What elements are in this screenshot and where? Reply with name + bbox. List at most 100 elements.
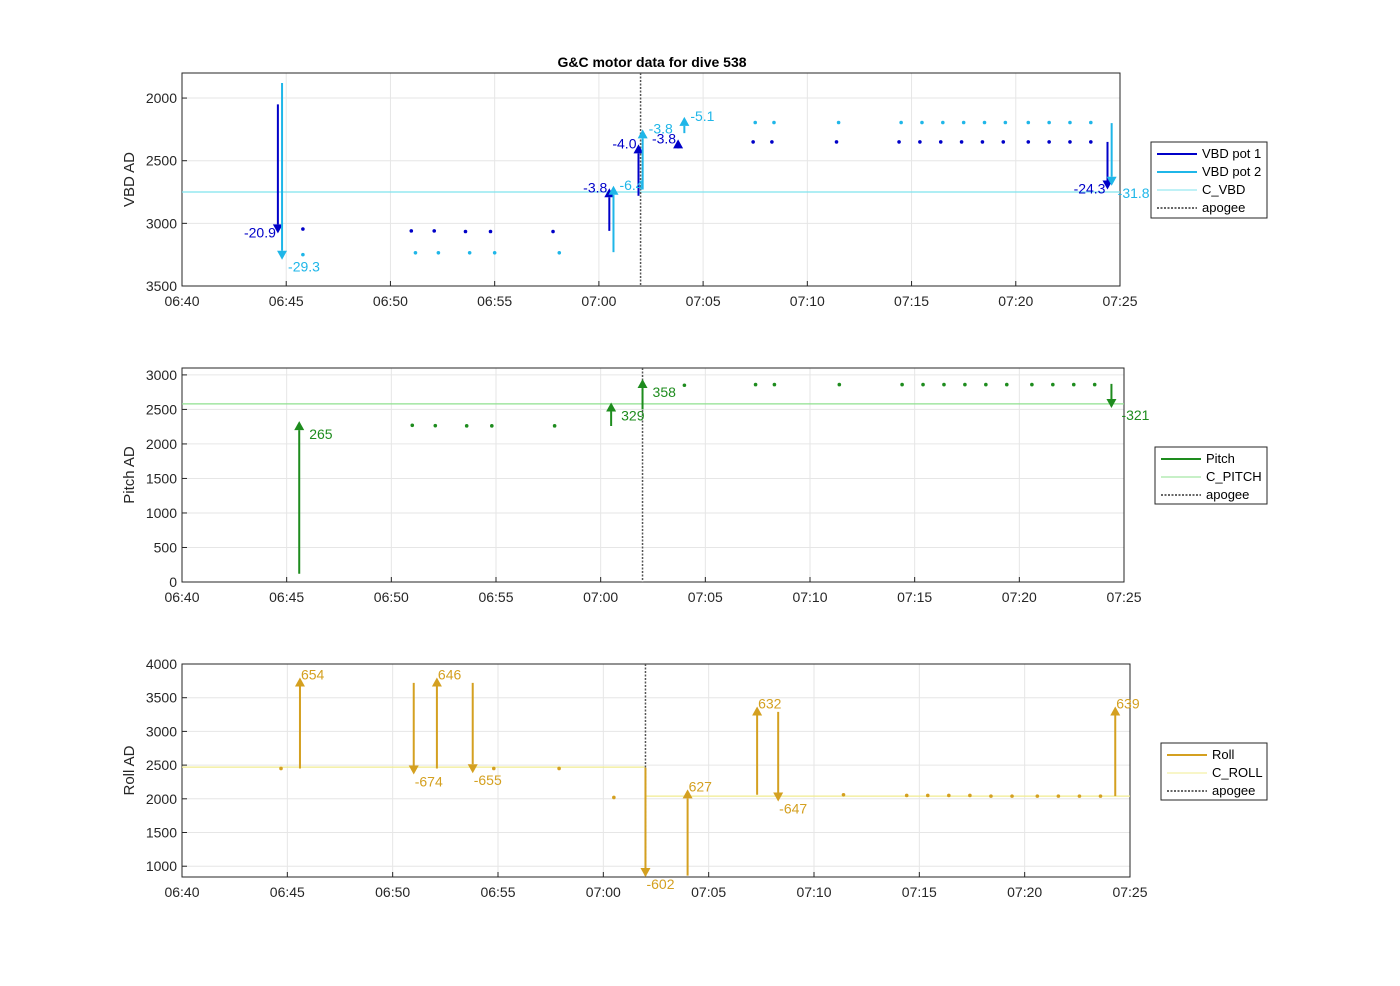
arrow-head	[606, 402, 617, 412]
plot-content	[182, 664, 1130, 877]
y-tick-label: 4000	[146, 656, 177, 672]
arrow-label: -6.4	[619, 177, 643, 193]
y-tick-label: 0	[169, 574, 177, 590]
arrow-head	[277, 250, 288, 260]
x-tick-label: 07:25	[1112, 884, 1147, 900]
arrow-head	[467, 764, 478, 774]
data-point	[464, 424, 469, 428]
data-point	[980, 140, 985, 144]
data-point	[413, 250, 418, 255]
y-axis-label: Roll AD	[121, 745, 138, 795]
data-point	[1056, 794, 1061, 798]
data-point	[942, 382, 946, 387]
y-tick-label: 2500	[146, 401, 177, 417]
data-point	[961, 120, 966, 125]
data-point	[941, 120, 945, 125]
data-point	[834, 140, 839, 144]
arrow-head	[640, 868, 651, 877]
x-tick-label: 06:40	[164, 884, 199, 900]
data-point	[279, 766, 283, 771]
arrow-label: -24.3	[1074, 181, 1106, 197]
plot-area	[182, 664, 1130, 877]
data-point	[488, 229, 493, 234]
arrow-head	[637, 129, 648, 139]
arrow-head	[1106, 399, 1117, 409]
data-point	[1001, 140, 1006, 144]
y-tick-label: 1500	[146, 470, 177, 486]
data-point	[1026, 140, 1031, 144]
data-point	[968, 793, 972, 798]
x-tick-label: 06:50	[375, 884, 410, 900]
data-point	[837, 382, 842, 387]
arrow-head	[294, 677, 305, 687]
x-tick-label: 06:40	[164, 293, 199, 309]
data-point	[772, 382, 777, 387]
data-point	[753, 120, 758, 125]
arrow-label: -3.8	[649, 120, 673, 136]
arrow-head	[673, 139, 684, 149]
arrow-label: -647	[779, 801, 807, 817]
x-tick-label: 06:45	[269, 589, 304, 605]
arrow-label: 654	[301, 666, 325, 682]
arrow-label: -3.8	[652, 130, 676, 146]
data-point	[753, 382, 758, 387]
data-point	[920, 120, 924, 125]
data-point	[1051, 382, 1055, 387]
data-point	[467, 250, 472, 255]
x-tick-label: 06:40	[164, 589, 199, 605]
x-tick-label: 06:55	[478, 589, 513, 605]
data-point	[1098, 794, 1103, 798]
data-point	[959, 140, 964, 144]
x-tick-label: 07:05	[686, 293, 721, 309]
arrow-label: -20.9	[244, 224, 276, 240]
data-point	[841, 792, 846, 797]
axes-box	[181, 663, 1131, 878]
data-point	[1092, 382, 1097, 387]
data-point	[1035, 794, 1040, 798]
data-point	[557, 250, 562, 255]
data-point	[984, 382, 988, 387]
arrow-head	[1110, 706, 1121, 716]
arrow-label: -5.1	[690, 108, 714, 124]
data-point	[682, 383, 687, 388]
arrow-head	[633, 144, 644, 154]
arrow-label: -655	[474, 772, 502, 788]
arrow-head	[679, 116, 690, 126]
arrow-label: -3.8	[583, 179, 607, 195]
arrow-label: 646	[438, 666, 462, 682]
arrow-label: 329	[621, 408, 645, 424]
data-point	[301, 252, 305, 257]
legend-label: C_PITCH	[1206, 469, 1262, 484]
arrow-head	[604, 188, 615, 198]
arrow-head	[294, 421, 305, 431]
legend-label: apogee	[1212, 783, 1255, 798]
data-point	[751, 140, 755, 144]
data-point	[925, 793, 930, 798]
arrow-head	[608, 185, 619, 195]
arrow-head	[1106, 176, 1117, 186]
x-tick-label: 06:45	[270, 884, 305, 900]
y-tick-label: 2000	[146, 90, 177, 106]
x-tick-label: 07:05	[688, 589, 723, 605]
x-tick-label: 07:25	[1106, 589, 1141, 605]
arrow-head	[637, 379, 648, 389]
data-point	[552, 424, 557, 428]
arrow-head	[431, 677, 442, 687]
data-point	[982, 120, 987, 125]
data-point	[897, 140, 901, 144]
data-point	[1026, 120, 1031, 125]
y-tick-label: 3000	[146, 723, 177, 739]
arrow-label: 632	[758, 695, 782, 711]
y-tick-label: 1500	[146, 825, 177, 841]
data-point	[551, 229, 555, 234]
data-point	[918, 140, 922, 144]
y-tick-label: 2000	[146, 436, 177, 452]
data-point	[433, 423, 438, 428]
panel-1: 06:40 06:45 06:50 06:55 07:00 07:05 07:10 07:15…	[121, 72, 1268, 309]
x-tick-label: 07:05	[691, 884, 726, 900]
y-tick-label: 3000	[146, 215, 177, 231]
legend-label: apogee	[1206, 487, 1249, 502]
arrow-label: -29.3	[288, 259, 320, 275]
x-tick-label: 07:00	[581, 293, 616, 309]
